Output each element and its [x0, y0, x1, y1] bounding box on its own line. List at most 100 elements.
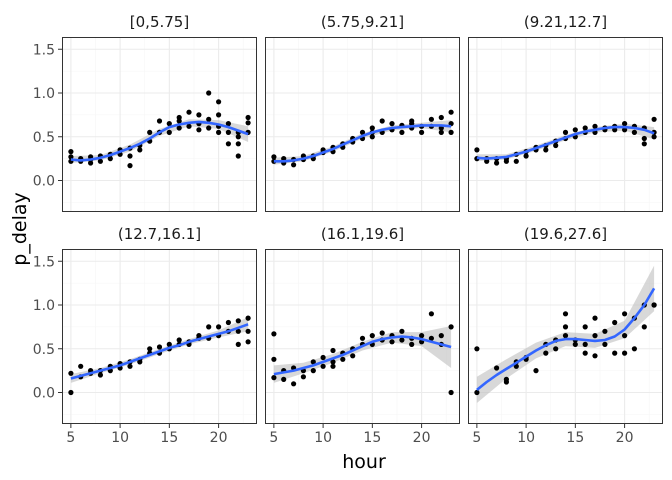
- data-point: [562, 333, 569, 339]
- data-point: [543, 147, 549, 153]
- panel-plot-area: [474, 265, 657, 403]
- data-point: [176, 118, 182, 124]
- facet-panels: [0,5.75] 0.0 0.5 1.0 1.5 (5.75,9.21] (9.21,12.…: [33, 13, 663, 446]
- data-point: [582, 324, 588, 330]
- smooth-line: [476, 125, 655, 160]
- data-point: [330, 363, 336, 369]
- panel-plot-area: [271, 109, 454, 168]
- data-point: [474, 389, 480, 396]
- data-point: [310, 368, 316, 374]
- data-point: [137, 359, 143, 365]
- data-point: [359, 129, 366, 135]
- data-point: [186, 109, 192, 115]
- data-point: [474, 147, 480, 153]
- x-tick-label: 15: [566, 430, 584, 446]
- data-point: [553, 142, 559, 149]
- data-point: [291, 381, 297, 387]
- facet-panel: (5.75,9.21]: [265, 13, 460, 212]
- x-tick-label: 20: [210, 430, 228, 446]
- data-point: [245, 339, 251, 345]
- facet-strip-label: (19.6,27.6]: [524, 225, 607, 243]
- data-point: [602, 328, 608, 334]
- data-point: [166, 121, 172, 127]
- x-tick-label: 20: [413, 430, 431, 446]
- y-tick-label: 1.5: [33, 42, 55, 58]
- data-point: [156, 344, 163, 350]
- y-tick-label: 0.0: [33, 174, 55, 190]
- facet-panel: (9.21,12.7]: [468, 13, 663, 212]
- data-point: [271, 375, 277, 381]
- smooth-line: [273, 335, 452, 376]
- x-tick-label: 15: [363, 430, 381, 446]
- data-point: [225, 121, 231, 127]
- data-point: [88, 160, 94, 166]
- data-point: [196, 112, 202, 118]
- panel-border: [468, 249, 663, 424]
- facet-strip-label: [0,5.75]: [130, 13, 189, 31]
- data-point: [225, 319, 231, 326]
- data-point: [543, 350, 549, 356]
- data-point: [553, 346, 559, 352]
- data-point: [369, 333, 375, 339]
- data-point: [359, 335, 366, 341]
- data-point: [235, 134, 241, 140]
- y-tick-label: 0.5: [33, 342, 55, 358]
- data-point: [97, 372, 103, 378]
- data-point: [419, 129, 425, 135]
- axis-titles: hour p_delay: [9, 192, 386, 473]
- data-point: [206, 90, 212, 96]
- x-tick-label: 5: [66, 430, 75, 446]
- data-point: [602, 341, 608, 347]
- facet-strip-label: (16.1,19.6]: [321, 225, 404, 243]
- data-point: [127, 163, 133, 169]
- data-point: [186, 123, 192, 129]
- smooth-line: [70, 120, 249, 162]
- facet-strip-label: (12.7,16.1]: [118, 225, 201, 243]
- panel-plot-area: [68, 90, 251, 169]
- x-tick-label: 5: [269, 430, 278, 446]
- data-point: [97, 158, 103, 164]
- data-point: [562, 324, 569, 330]
- data-point: [419, 333, 425, 339]
- data-point: [494, 160, 500, 166]
- data-point: [330, 359, 336, 365]
- data-point: [592, 333, 598, 339]
- data-point: [592, 123, 598, 129]
- data-point: [147, 346, 153, 352]
- data-point: [235, 328, 241, 334]
- data-point: [631, 346, 638, 352]
- data-point: [651, 116, 657, 122]
- data-point: [68, 370, 74, 376]
- data-point: [503, 158, 509, 164]
- data-point: [651, 302, 657, 308]
- panel-border: [62, 37, 257, 212]
- panel-border: [62, 249, 257, 424]
- data-point: [206, 324, 212, 330]
- smooth-line: [70, 323, 249, 380]
- data-point: [622, 311, 628, 317]
- y-tick-label: 1.0: [33, 298, 55, 314]
- data-point: [216, 112, 222, 118]
- data-point: [68, 389, 74, 396]
- data-point: [409, 341, 415, 347]
- data-point: [156, 118, 163, 124]
- confidence-band: [273, 326, 452, 383]
- data-point: [448, 129, 454, 135]
- facet-panel: [0,5.75] 0.0 0.5 1.0 1.5: [33, 13, 257, 212]
- panel-border: [265, 249, 460, 424]
- panel-plot-area: [271, 311, 454, 396]
- data-point: [592, 353, 598, 359]
- data-point: [166, 341, 172, 347]
- data-point: [582, 350, 588, 356]
- y-tick-label: 0.0: [33, 386, 55, 402]
- data-point: [271, 154, 277, 160]
- facet-panel: (19.6,27.6] 5 10 15 20: [468, 225, 663, 446]
- data-point: [216, 129, 222, 135]
- data-point: [271, 331, 277, 337]
- data-point: [310, 359, 316, 365]
- data-point: [68, 154, 74, 160]
- data-point: [320, 363, 326, 369]
- data-point: [631, 129, 638, 135]
- data-point: [369, 125, 375, 131]
